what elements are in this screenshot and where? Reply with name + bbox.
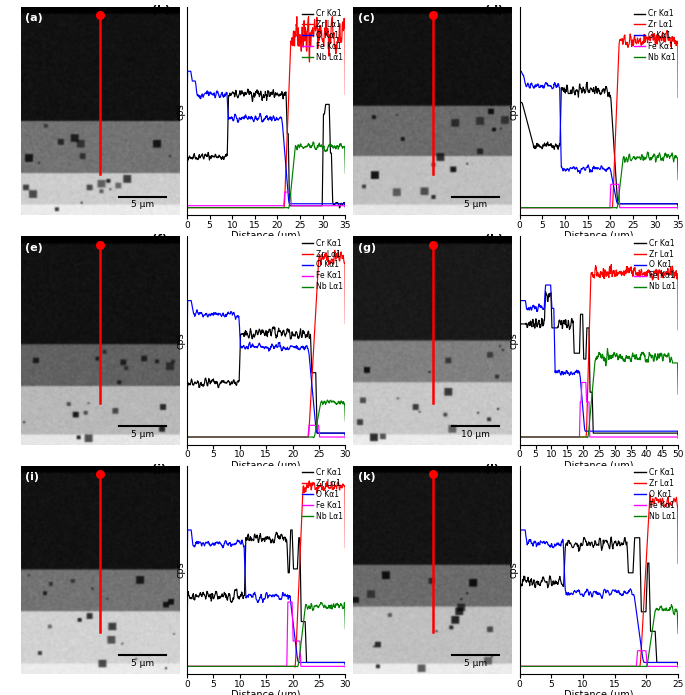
Text: (h): (h) [485, 234, 503, 244]
X-axis label: Distance (μm): Distance (μm) [564, 231, 634, 241]
Y-axis label: cps: cps [508, 562, 519, 578]
Text: 5 μm: 5 μm [131, 659, 154, 668]
Text: (a): (a) [25, 13, 43, 23]
Text: 5 μm: 5 μm [131, 430, 154, 439]
X-axis label: Distance (μm): Distance (μm) [564, 690, 634, 695]
Text: 5 μm: 5 μm [464, 200, 487, 209]
X-axis label: Distance (μm): Distance (μm) [232, 231, 301, 241]
X-axis label: Distance (μm): Distance (μm) [564, 461, 634, 471]
Y-axis label: cps: cps [508, 103, 519, 120]
Y-axis label: cps: cps [175, 332, 186, 349]
Text: (e): (e) [25, 243, 43, 252]
Text: (j): (j) [152, 464, 166, 473]
Legend: Cr Kα1, Zr Lα1, O Kα1, Fe Kα1, Nb Lα1: Cr Kα1, Zr Lα1, O Kα1, Fe Kα1, Nb Lα1 [301, 467, 344, 521]
X-axis label: Distance (μm): Distance (μm) [232, 690, 301, 695]
Text: 5 μm: 5 μm [464, 659, 487, 668]
Text: (i): (i) [25, 472, 39, 482]
Text: (l): (l) [485, 464, 499, 473]
Legend: Cr Kα1, Zr Lα1, O Kα1, Fe Kα1, Nb Lα1: Cr Kα1, Zr Lα1, O Kα1, Fe Kα1, Nb Lα1 [301, 238, 344, 292]
Text: (k): (k) [358, 472, 375, 482]
Text: 5 μm: 5 μm [131, 200, 154, 209]
Text: (f): (f) [152, 234, 167, 244]
Text: (g): (g) [358, 243, 376, 252]
Text: (d): (d) [485, 5, 503, 15]
Legend: Cr Kα1, Zr Lα1, O Kα1, Fe Kα1, Nb Lα1: Cr Kα1, Zr Lα1, O Kα1, Fe Kα1, Nb Lα1 [634, 238, 677, 292]
Text: (c): (c) [358, 13, 375, 23]
Legend: Cr Kα1, Zr Lα1, O Kα1, Fe Kα1, Nb Lα1: Cr Kα1, Zr Lα1, O Kα1, Fe Kα1, Nb Lα1 [301, 8, 344, 63]
Text: 10 μm: 10 μm [461, 430, 490, 439]
Legend: Cr Kα1, Zr Lα1, O Kα1, Fe Kα1, Nb Lα1: Cr Kα1, Zr Lα1, O Kα1, Fe Kα1, Nb Lα1 [634, 467, 677, 521]
Text: (b): (b) [152, 5, 170, 15]
Y-axis label: cps: cps [175, 103, 186, 120]
Y-axis label: cps: cps [175, 562, 186, 578]
Legend: Cr Kα1, Zr Lα1, O Kα1, Fe Kα1, Nb Kα1: Cr Kα1, Zr Lα1, O Kα1, Fe Kα1, Nb Kα1 [633, 8, 677, 63]
Y-axis label: cps: cps [508, 332, 519, 349]
X-axis label: Distance (μm): Distance (μm) [232, 461, 301, 471]
